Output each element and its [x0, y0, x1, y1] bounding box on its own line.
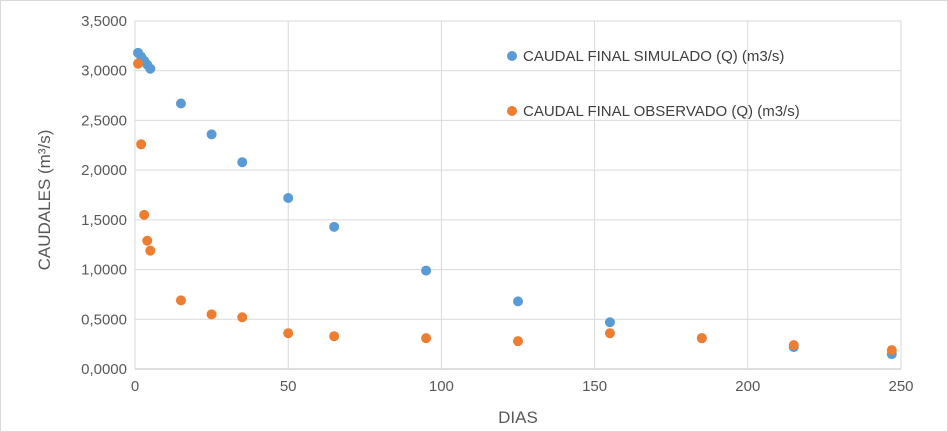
- data-point: [206, 309, 217, 320]
- data-point: [421, 333, 432, 344]
- data-point: [283, 328, 294, 339]
- data-point: [886, 345, 897, 356]
- x-tick-label: 0: [131, 378, 139, 395]
- data-point: [237, 157, 248, 168]
- x-tick-label: 150: [582, 378, 607, 395]
- data-point: [604, 328, 615, 339]
- y-tick-label: 3,5000: [81, 13, 127, 30]
- legend: CAUDAL FINAL SIMULADO (Q) (m3/s) CAUDAL …: [507, 48, 800, 120]
- data-point: [513, 336, 523, 347]
- y-tick-label: 1,5000: [81, 212, 127, 229]
- legend-label-simulado: CAUDAL FINAL SIMULADO (Q) (m3/s): [523, 48, 784, 65]
- legend-marker-observado: [507, 106, 517, 116]
- y-tick-label: 3,0000: [81, 63, 127, 80]
- y-axis-title: CAUDALES (m³/s): [35, 130, 54, 271]
- series-simulado: [133, 47, 897, 360]
- legend-marker-simulado: [507, 51, 517, 61]
- x-tick-label: 100: [429, 378, 454, 395]
- data-point: [788, 340, 799, 351]
- data-point: [139, 209, 150, 220]
- gridlines: [134, 20, 902, 370]
- data-point: [175, 295, 186, 306]
- data-points: [133, 47, 897, 360]
- y-tick-label: 0,5000: [81, 311, 127, 328]
- data-point: [175, 98, 186, 109]
- y-tick-label: 0,0000: [81, 361, 127, 378]
- data-point: [136, 139, 147, 150]
- x-axis-title: DIAS: [498, 408, 538, 427]
- data-point: [604, 317, 615, 328]
- legend-label-observado: CAUDAL FINAL OBSERVADO (Q) (m3/s): [523, 103, 800, 120]
- y-tick-label: 1,0000: [81, 262, 127, 279]
- data-point: [145, 63, 156, 74]
- data-point: [206, 129, 217, 140]
- data-point: [145, 245, 156, 256]
- y-axis-ticks: 0,0000 0,5000 1,0000 1,5000 2,0000 2,5000 3,00…: [81, 13, 127, 378]
- x-tick-label: 50: [280, 378, 297, 395]
- data-point: [133, 58, 144, 69]
- x-axis-ticks: 0 50 100 150 200 250: [131, 378, 914, 395]
- data-point: [283, 192, 294, 203]
- data-point: [696, 333, 707, 344]
- x-tick-label: 200: [735, 378, 760, 395]
- y-tick-label: 2,0000: [81, 162, 127, 179]
- data-point: [329, 331, 340, 342]
- data-point: [237, 312, 248, 323]
- x-tick-label: 250: [888, 378, 913, 395]
- data-point: [421, 265, 432, 276]
- data-point: [142, 235, 153, 246]
- data-point: [513, 296, 523, 307]
- series-observado: [133, 58, 897, 356]
- data-point: [329, 221, 340, 232]
- y-tick-label: 2,5000: [81, 112, 127, 129]
